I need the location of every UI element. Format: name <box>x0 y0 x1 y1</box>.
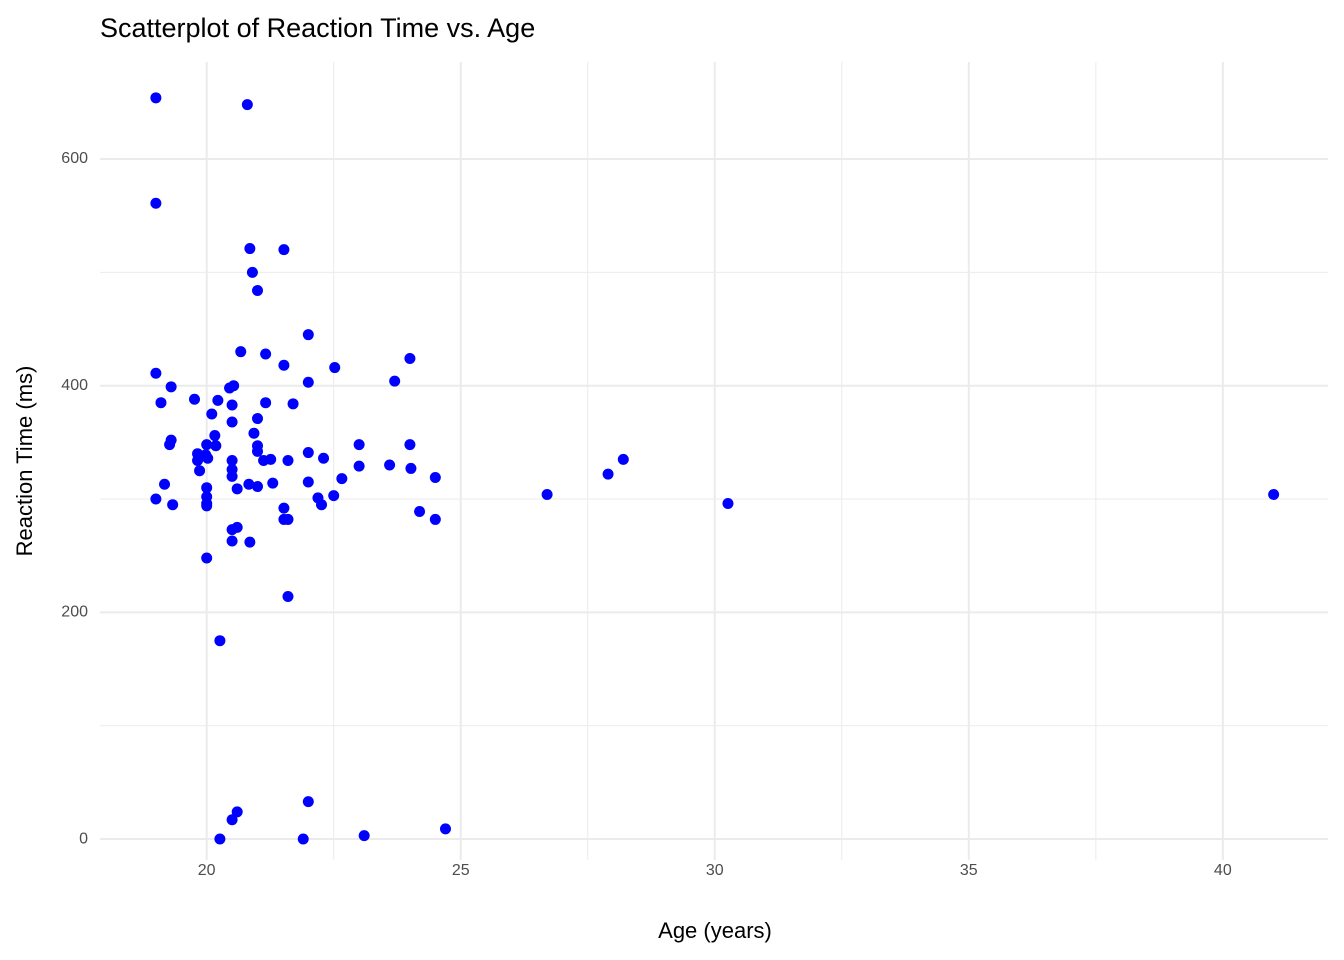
point <box>252 445 264 457</box>
point <box>226 470 238 482</box>
point <box>389 375 401 387</box>
point <box>353 460 365 472</box>
point <box>278 359 290 371</box>
point <box>404 352 416 364</box>
x-tick-label: 30 <box>706 862 724 879</box>
point <box>252 413 264 425</box>
point <box>155 397 167 409</box>
point <box>226 399 238 411</box>
x-tick-label: 20 <box>198 862 216 879</box>
point <box>226 814 238 826</box>
point <box>246 266 258 278</box>
point <box>206 408 218 420</box>
x-tick-label: 35 <box>960 862 978 879</box>
point <box>278 502 290 514</box>
point <box>358 830 370 842</box>
point <box>201 552 213 564</box>
point <box>202 452 214 464</box>
point <box>212 394 224 406</box>
point <box>282 454 294 466</box>
point <box>328 490 340 502</box>
point <box>164 439 176 451</box>
point <box>302 796 314 808</box>
point <box>228 380 240 392</box>
x-tick-label: 40 <box>1214 862 1232 879</box>
point <box>302 447 314 459</box>
point <box>150 92 162 104</box>
point <box>244 243 256 255</box>
point <box>252 284 264 296</box>
point <box>318 452 330 464</box>
point <box>302 376 314 388</box>
point <box>267 477 279 489</box>
point <box>414 505 426 517</box>
point <box>384 459 396 471</box>
point <box>429 471 441 483</box>
point <box>282 513 294 525</box>
point <box>265 453 277 465</box>
point <box>226 524 238 536</box>
point <box>159 478 171 490</box>
y-tick-label: 0 <box>79 830 88 847</box>
point <box>210 440 222 452</box>
point <box>316 499 328 511</box>
point <box>150 493 162 505</box>
point <box>353 439 365 451</box>
point <box>192 454 204 466</box>
point <box>226 454 238 466</box>
point <box>214 635 226 647</box>
point <box>297 833 309 845</box>
point <box>287 398 299 410</box>
point <box>201 439 213 451</box>
point <box>201 500 213 512</box>
point <box>336 473 348 485</box>
point <box>248 427 260 439</box>
point <box>209 430 221 442</box>
y-tick-label: 200 <box>61 604 88 621</box>
y-tick-label: 400 <box>61 377 88 394</box>
point <box>617 453 629 465</box>
point <box>541 488 553 500</box>
point <box>602 468 614 480</box>
point <box>329 362 341 374</box>
point <box>214 833 226 845</box>
point <box>302 476 314 488</box>
point <box>167 499 179 511</box>
point <box>241 99 253 111</box>
point <box>429 513 441 525</box>
point <box>201 482 213 494</box>
point <box>165 381 177 393</box>
chart-title: Scatterplot of Reaction Time vs. Age <box>100 13 535 43</box>
point <box>404 439 416 451</box>
point <box>231 483 243 495</box>
point <box>722 498 734 510</box>
point <box>243 478 255 490</box>
point <box>405 462 417 474</box>
y-axis-label: Reaction Time (ms) <box>12 366 37 557</box>
point <box>260 397 272 409</box>
y-tick-label: 600 <box>61 150 88 167</box>
point <box>235 346 247 358</box>
point <box>226 416 238 428</box>
point <box>231 806 243 818</box>
point <box>1268 488 1280 500</box>
point <box>252 481 264 493</box>
point <box>244 536 256 548</box>
point <box>302 329 314 341</box>
point <box>282 590 294 602</box>
point <box>189 393 201 405</box>
point <box>226 535 238 547</box>
x-tick-label: 25 <box>452 862 470 879</box>
point <box>150 367 162 379</box>
point <box>260 348 272 360</box>
x-axis-label: Age (years) <box>658 918 772 943</box>
point <box>194 465 206 477</box>
point <box>278 244 290 256</box>
point <box>439 823 451 835</box>
point <box>150 197 162 209</box>
